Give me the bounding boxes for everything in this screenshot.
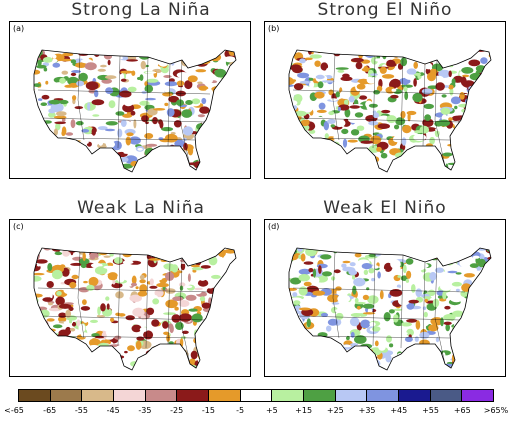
colorbar-swatch bbox=[19, 390, 51, 401]
colorbar bbox=[18, 389, 494, 402]
us-map-b bbox=[288, 49, 492, 173]
panel-label-b: (b) bbox=[268, 24, 280, 33]
colorbar-swatch bbox=[272, 390, 305, 401]
map-panel-b: (b) bbox=[264, 21, 506, 179]
colorbar-swatch bbox=[114, 390, 146, 401]
panel-title-d: Weak El Niño bbox=[323, 198, 447, 218]
colorbar-tick-label: -65 bbox=[43, 406, 57, 415]
colorbar-swatch bbox=[240, 390, 273, 401]
colorbar-tick-label: +45 bbox=[390, 406, 408, 415]
colorbar-swatch bbox=[335, 390, 368, 401]
us-map-c bbox=[33, 247, 237, 371]
colorbar-ticks: <-65 -65 -55 -45 -35 -25 -15 -5 +5 +15 +25 +35 +45 +5… bbox=[0, 406, 512, 418]
colorbar-swatch bbox=[430, 390, 463, 401]
colorbar-swatch bbox=[304, 390, 336, 401]
panel-title-c: Weak La Niña bbox=[77, 198, 205, 218]
map-panel-d: (d) bbox=[264, 219, 506, 377]
colorbar-swatch bbox=[399, 390, 431, 401]
panel-title-b: Strong El Niño bbox=[317, 0, 453, 20]
colorbar-swatch bbox=[367, 390, 400, 401]
colorbar-tick-label: >65% bbox=[483, 406, 509, 415]
colorbar-tick-label: +15 bbox=[295, 406, 313, 415]
colorbar-tick-label: -5 bbox=[236, 406, 245, 415]
colorbar-tick-label: +25 bbox=[326, 406, 344, 415]
colorbar-tick-label: -25 bbox=[170, 406, 184, 415]
colorbar-swatch bbox=[462, 390, 494, 401]
colorbar-tick-label: -15 bbox=[201, 406, 215, 415]
colorbar-tick-label: -55 bbox=[74, 406, 88, 415]
colorbar-tick-label: +55 bbox=[422, 406, 439, 415]
colorbar-tick-label: +65 bbox=[453, 406, 471, 415]
colorbar-swatch bbox=[50, 390, 83, 401]
panel-label-d: (d) bbox=[268, 222, 280, 231]
us-map-a bbox=[33, 49, 237, 173]
colorbar-swatch bbox=[82, 390, 115, 401]
colorbar-tick-label: -45 bbox=[106, 406, 120, 415]
colorbar-tick-label: +35 bbox=[358, 406, 376, 415]
panel-title-a: Strong La Niña bbox=[71, 0, 211, 20]
colorbar-swatch bbox=[145, 390, 178, 401]
colorbar-tick-label: -35 bbox=[138, 406, 152, 415]
panel-label-c: (c) bbox=[13, 222, 24, 231]
map-panel-a: (a) bbox=[9, 21, 251, 179]
us-map-d bbox=[288, 247, 492, 371]
colorbar-swatch bbox=[177, 390, 210, 401]
colorbar-swatch bbox=[209, 390, 241, 401]
panel-label-a: (a) bbox=[13, 24, 25, 33]
colorbar-tick-label: +5 bbox=[265, 406, 278, 415]
map-panel-c: (c) bbox=[9, 219, 251, 377]
colorbar-tick-label: <-65 bbox=[4, 406, 24, 415]
